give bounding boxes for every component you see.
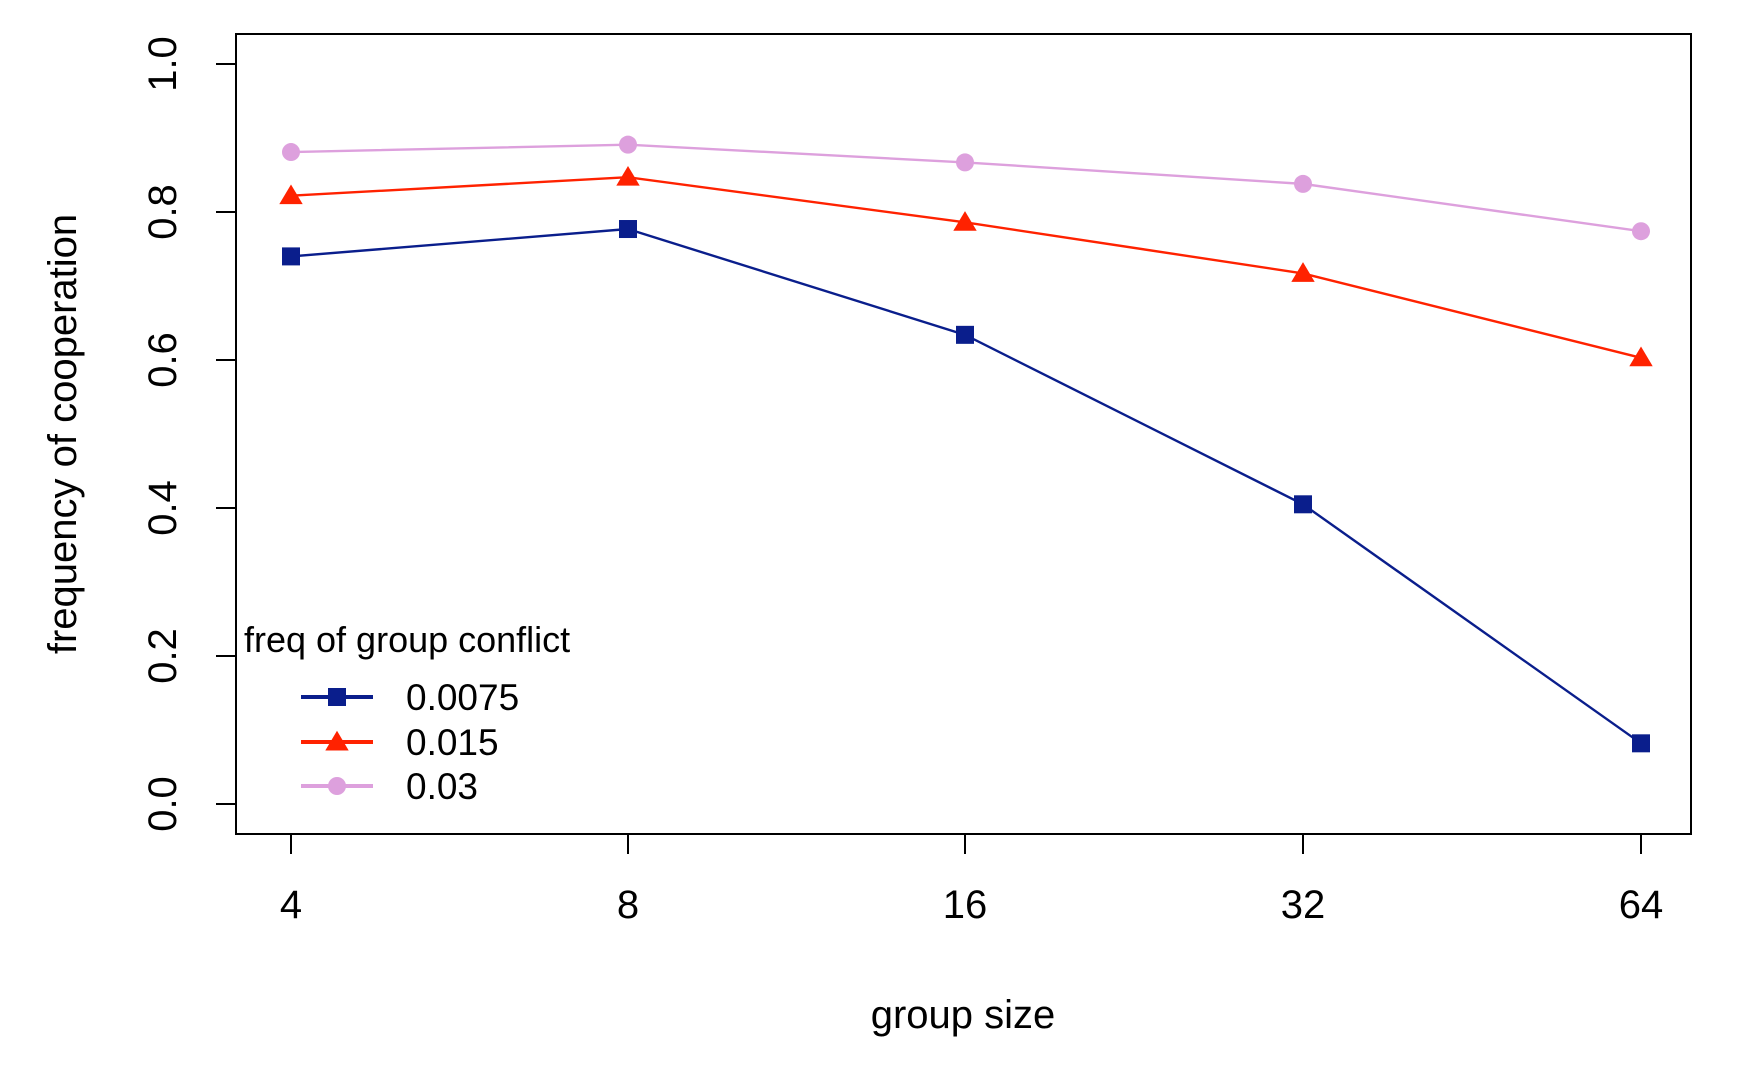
legend-title: freq of group conflict bbox=[244, 619, 570, 660]
x-tick-label: 16 bbox=[943, 883, 988, 927]
x-tick-label: 32 bbox=[1281, 883, 1326, 927]
x-tick-label: 64 bbox=[1619, 883, 1664, 927]
data-point bbox=[616, 165, 640, 186]
data-point bbox=[956, 153, 974, 172]
y-tick-label: 0.2 bbox=[141, 628, 185, 684]
legend-swatch-marker bbox=[328, 688, 346, 706]
series-layer bbox=[279, 135, 1653, 753]
legend-swatch-marker bbox=[325, 730, 349, 751]
data-point bbox=[282, 143, 300, 162]
legend-label: 0.03 bbox=[406, 766, 478, 807]
legend-label: 0.0075 bbox=[406, 677, 519, 718]
data-point bbox=[619, 220, 637, 239]
x-axis: 4 8 16 32 64 bbox=[280, 833, 1664, 927]
data-point bbox=[1632, 222, 1650, 241]
legend-item: 0.03 bbox=[301, 766, 478, 807]
y-tick-label: 0.8 bbox=[141, 184, 185, 240]
legend-item: 0.015 bbox=[301, 722, 499, 763]
legend-item: 0.0075 bbox=[301, 677, 519, 718]
data-point bbox=[1629, 346, 1653, 367]
data-point bbox=[956, 325, 974, 344]
x-tick-label: 8 bbox=[617, 883, 639, 927]
x-axis-title: group size bbox=[871, 993, 1056, 1037]
data-point bbox=[1291, 262, 1315, 282]
y-tick-label: 0.6 bbox=[141, 332, 185, 388]
series-0.03 bbox=[282, 135, 1650, 241]
data-point bbox=[282, 247, 300, 266]
y-axis-title: frequency of cooperation bbox=[41, 214, 85, 654]
series-0.015 bbox=[279, 165, 1653, 367]
data-point bbox=[279, 184, 303, 205]
series-0.0075 bbox=[282, 220, 1650, 753]
data-point bbox=[1294, 174, 1312, 193]
data-point bbox=[953, 211, 977, 231]
x-tick-label: 4 bbox=[280, 883, 302, 927]
data-point bbox=[619, 135, 637, 154]
y-axis: 0.0 0.2 0.4 0.6 0.8 1.0 bbox=[141, 36, 237, 832]
y-tick-label: 0.4 bbox=[141, 480, 185, 536]
data-point bbox=[1294, 495, 1312, 514]
legend-label: 0.015 bbox=[406, 722, 499, 763]
data-point bbox=[1632, 734, 1650, 753]
y-tick-label: 0.0 bbox=[141, 776, 185, 832]
legend-swatch-marker bbox=[328, 777, 346, 795]
y-tick-label: 1.0 bbox=[141, 36, 185, 92]
